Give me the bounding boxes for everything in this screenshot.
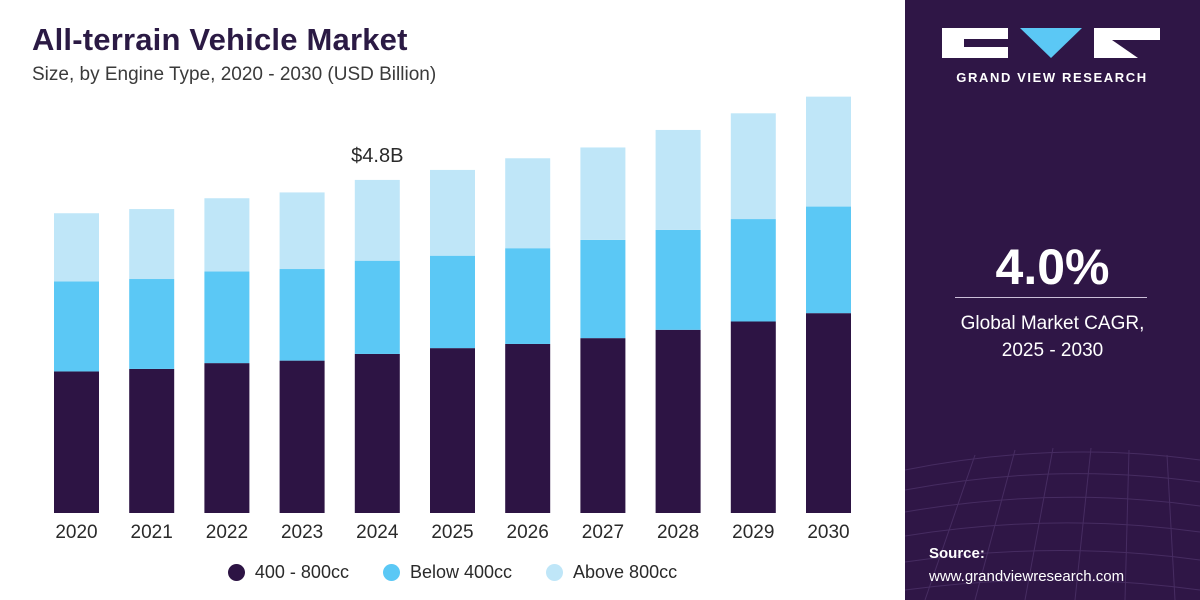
x-tick-label-2029: 2029 <box>732 522 774 543</box>
bar-2029-series-2 <box>730 113 776 220</box>
bar-2030-series-0 <box>806 313 851 513</box>
bar-2028-series-1 <box>655 229 701 330</box>
x-tick-label-2020: 2020 <box>55 522 97 543</box>
bar-2023-series-0 <box>279 360 325 513</box>
cagr-divider <box>955 297 1147 298</box>
decorative-grid <box>905 447 1200 600</box>
chart-subtitle: Size, by Engine Type, 2020 - 2030 (USD B… <box>32 64 437 85</box>
chart-panel: All-terrain Vehicle Market Size, by Engi… <box>0 22 905 583</box>
bar-2028-series-2 <box>655 129 701 230</box>
legend-swatch-above-800cc <box>546 564 564 581</box>
bar-2024-series-0 <box>354 353 400 513</box>
bar-2020-series-0 <box>54 371 99 513</box>
source-link[interactable]: www.grandviewresearch.com <box>929 568 1125 585</box>
x-tick-label-2026: 2026 <box>507 522 549 543</box>
bar-2030-series-1 <box>806 206 851 314</box>
x-tick-label-2023: 2023 <box>281 522 323 543</box>
legend-item-below-400cc: Below 400cc <box>382 562 513 583</box>
bar-2025-series-0 <box>430 348 475 513</box>
bar-2022-series-0 <box>204 363 250 513</box>
legend-item-400-800cc: 400 - 800cc <box>227 562 349 583</box>
cagr-label: Global Market CAGR, 2025 - 2030 <box>905 310 1200 364</box>
bar-2027-series-1 <box>580 239 626 339</box>
chart-title: All-terrain Vehicle Market <box>32 22 408 57</box>
x-tick-label-2027: 2027 <box>582 522 624 543</box>
x-tick-label-2024: 2024 <box>356 522 399 543</box>
bar-2024-series-2 <box>354 179 400 261</box>
bar-2025-series-1 <box>430 255 475 349</box>
legend-swatch-400-800cc <box>227 564 245 581</box>
cagr-label-line2: 2025 - 2030 <box>1001 340 1104 361</box>
x-tick-label-2022: 2022 <box>206 522 248 543</box>
bar-2027-series-0 <box>580 338 626 513</box>
bar-2029-series-1 <box>730 219 776 322</box>
bar-2022-series-2 <box>204 198 250 272</box>
legend-item-above-800cc: Above 800cc <box>546 562 677 583</box>
bar-2023-series-1 <box>279 269 325 361</box>
bar-2028-series-0 <box>655 329 701 513</box>
bar-2021-series-2 <box>129 209 175 280</box>
bar-2020-series-2 <box>54 213 99 282</box>
legend-label-below-400cc: Below 400cc <box>409 562 513 582</box>
bar-2029-series-0 <box>730 321 776 513</box>
chart-legend: 400 - 800cc Below 400cc Above 800cc <box>0 562 905 583</box>
data-label-2024: $4.8B <box>351 145 403 167</box>
gvr-logo <box>942 28 1160 58</box>
cagr-value: 4.0% <box>995 239 1110 295</box>
summary-panel: GRAND VIEW RESEARCH 4.0% Global Market C… <box>905 0 1200 600</box>
bar-2026-series-2 <box>505 158 551 249</box>
bar-2024-series-1 <box>354 260 400 354</box>
x-tick-label-2021: 2021 <box>131 522 173 543</box>
bar-2021-series-0 <box>129 368 175 513</box>
bar-2027-series-2 <box>580 147 626 240</box>
x-tick-label-2030: 2030 <box>807 522 849 543</box>
bar-2026-series-1 <box>505 248 551 344</box>
stacked-bar-chart: 2020 2021 2022 2023 2024 $4.8B 2025 2026 2027 202… <box>54 96 851 543</box>
x-tick-label-2025: 2025 <box>431 522 473 543</box>
bar-2026-series-0 <box>505 343 551 513</box>
bar-2030-series-2 <box>806 96 851 207</box>
legend-label-above-800cc: Above 800cc <box>573 562 678 582</box>
source-label: Source: <box>929 545 985 562</box>
bar-2021-series-1 <box>129 279 175 369</box>
brand-name: GRAND VIEW RESEARCH <box>956 70 1148 85</box>
legend-label-400-800cc: 400 - 800cc <box>254 562 349 582</box>
bar-2020-series-1 <box>54 281 99 372</box>
x-tick-label-2028: 2028 <box>657 522 699 543</box>
cagr-label-line1: Global Market CAGR, <box>960 313 1145 334</box>
bar-2025-series-2 <box>430 169 475 256</box>
bar-2023-series-2 <box>279 192 325 270</box>
bar-2022-series-1 <box>204 271 250 364</box>
legend-swatch-below-400cc <box>382 564 400 581</box>
